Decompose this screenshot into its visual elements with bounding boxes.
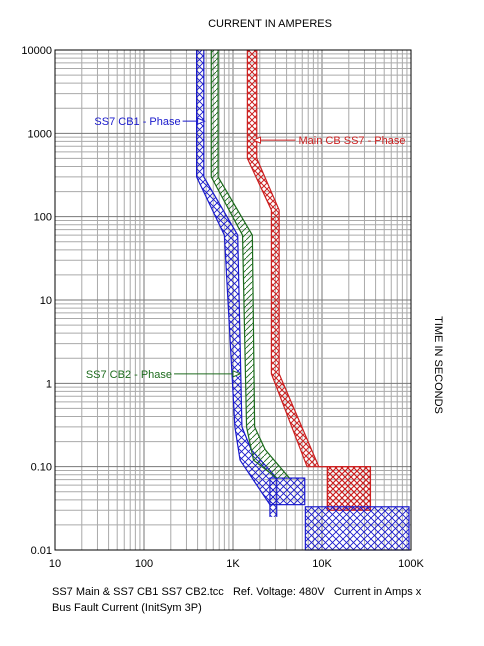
curve-label: Main CB SS7 - Phase: [299, 135, 406, 147]
chart-title: CURRENT IN AMPERES: [208, 18, 332, 30]
x-tick-label: 100: [135, 558, 153, 570]
x-tick-label: 1K: [226, 558, 240, 570]
y-tick-label: 1: [46, 378, 52, 390]
y-tick-label: 100: [34, 212, 52, 224]
y-tick-label: 10: [40, 295, 52, 307]
curve-label: SS7 CB2 - Phase: [86, 369, 172, 381]
footer-line-2: Bus Fault Current (InitSym 3P): [52, 602, 202, 614]
curve-label: SS7 CB1 - Phase: [94, 116, 180, 128]
y-tick-label: 1000: [28, 128, 52, 140]
ss7-cb2-phase-band: [211, 50, 290, 479]
x-tick-label: 100K: [398, 558, 424, 570]
ss7-cb2-phase-max-curve: [217, 50, 290, 479]
plot-frame: [54, 49, 412, 551]
y-tick-label: 10000: [21, 45, 52, 57]
y-tick-label: 0.01: [31, 545, 52, 557]
curve-labels: SS7 CB1 - Phase SS7 CB2 - Phase Main CB SS…: [86, 116, 406, 381]
ss7-cb1-phase-inst-band: [269, 477, 306, 506]
arrow-icon: [232, 370, 242, 378]
x-tick-label: 10: [49, 558, 61, 570]
bus-fault-box: [304, 506, 410, 551]
footer-line-1: SS7 Main & SS7 CB1 SS7 CB2.tcc Ref. Volt…: [52, 586, 422, 598]
arrow-icon: [197, 117, 206, 125]
arrow-icon: [252, 136, 262, 144]
main-cb-ss7-phase-inst-band: [326, 466, 372, 511]
ss7-cb1-phase-band: [196, 50, 277, 517]
curve-bands: [196, 50, 410, 551]
tick-labels: 10 100 1K 10K 100K 0.01 0.10 1 10 100 1000 10000: [21, 45, 424, 570]
y-axis-label: TIME IN SECONDS: [432, 316, 444, 414]
x-tick-label: 10K: [312, 558, 332, 570]
ss7-cb2-phase-min-curve: [210, 50, 278, 479]
y-tick-label: 0.10: [31, 462, 52, 474]
